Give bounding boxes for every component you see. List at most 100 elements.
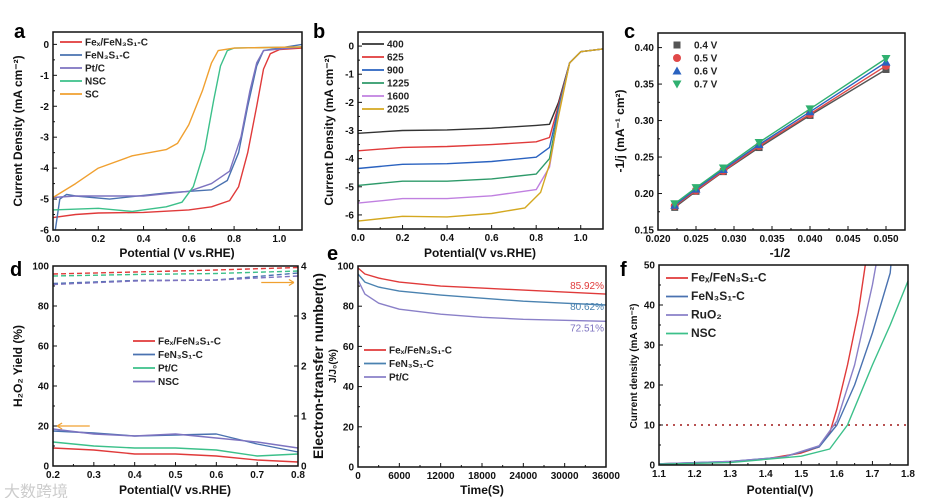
y-tick-label: 80 <box>38 302 50 313</box>
x-tick-label: 0.035 <box>759 234 784 245</box>
y-tick-label: -2 <box>345 98 354 109</box>
x-tick-label: 0.6 <box>182 234 196 245</box>
x-tick-label: 24000 <box>509 471 537 482</box>
y-tick-label: 100 <box>32 262 49 273</box>
y-tick-label: -1 <box>345 70 354 81</box>
y-axis-label: -1/j (mA⁻¹ cm²) <box>613 89 627 172</box>
y2-tick-label: 4 <box>301 262 307 273</box>
panel-f: 1.1 1.2 1.3 1.4 1.5 1.6 1.7 1.8 0 10 20 30 40 50 Poten… <box>620 259 915 497</box>
x-tick-label: 0.0 <box>351 233 365 244</box>
y-tick-label: 0.25 <box>635 153 655 164</box>
y-axis-label: Current density (mA cm⁻²) <box>629 304 640 429</box>
y2-tick-label: 3 <box>301 312 307 323</box>
legend: Feₓ/FeN₃S₁-C FeN₃S₁-C RuO₂ NSC <box>666 271 767 340</box>
x-axis-label: Potential(V vs.RHE) <box>424 246 536 260</box>
data-point-3-1 <box>691 184 701 193</box>
y2-axis-label: Electron-transfer number(n) <box>310 273 326 459</box>
legend-label: 0.6 V <box>694 67 718 78</box>
panel-letter: a <box>14 21 26 43</box>
legend-label: NSC <box>85 77 106 88</box>
y-tick-label: -6 <box>345 210 354 221</box>
x-tick-label: 1.8 <box>901 469 915 480</box>
legend-label: Feₓ/FeN₃S₁-C <box>85 38 148 49</box>
y-tick-label: 0 <box>649 461 655 472</box>
legend-label: 1225 <box>387 79 410 90</box>
legend: Feₓ/FeN₃S₁-C FeN₃S₁-C Pt/C <box>364 346 452 384</box>
x-tick-label: 1.0 <box>272 234 286 245</box>
y2-tick-label: 0 <box>301 462 307 473</box>
series-line-3 <box>674 57 887 205</box>
y-tick-label: 20 <box>644 381 656 392</box>
legend-label: Feₓ/FeN₃S₁-C <box>691 271 767 285</box>
panel-letter: d <box>10 259 22 281</box>
data-point-3-2 <box>718 164 728 173</box>
legend-label: 400 <box>387 40 404 51</box>
series-line-3 <box>52 428 299 449</box>
arrow-head-icon <box>288 278 295 287</box>
y-tick-label: 0.20 <box>635 189 655 200</box>
x-axis-label: Potential(V) <box>747 483 814 497</box>
x-tick-label: 0.2 <box>396 233 410 244</box>
x-tick-label: 12000 <box>427 471 455 482</box>
x-tick-label: 0.020 <box>645 234 670 245</box>
x-tick-label: 0.030 <box>721 234 746 245</box>
series-line-2 <box>357 279 607 322</box>
legend-label: 2025 <box>387 105 410 116</box>
series-line-6 <box>52 270 299 277</box>
y-axis-label: Current Density (mA cm⁻²) <box>322 54 336 205</box>
y-tick-label: -3 <box>345 126 354 137</box>
legend-label: FeN₃S₁-C <box>389 359 434 370</box>
data-point-3-4 <box>805 105 815 114</box>
x-tick-label: 0.8 <box>291 470 305 481</box>
x-tick-label: 1.5 <box>794 469 808 480</box>
legend-label: 1600 <box>387 92 410 103</box>
x-tick-label: 0.8 <box>227 234 241 245</box>
legend-label: FeN₃S₁-C <box>691 289 745 303</box>
x-tick-label: 0.025 <box>683 234 708 245</box>
y-tick-label: -3 <box>40 133 49 144</box>
y2-tick-label: 2 <box>301 362 307 373</box>
y-axis-label: H₂O₂ Yield (%) <box>11 325 25 407</box>
value-annotation: 72.51% <box>570 323 604 334</box>
x-tick-label: 0.040 <box>797 234 822 245</box>
y-tick-label: 30 <box>644 341 656 352</box>
x-tick-label: 0.4 <box>128 470 142 481</box>
legend-label: 900 <box>387 66 404 77</box>
plot-frame <box>657 32 906 231</box>
x-tick-label: 36000 <box>592 471 620 482</box>
x-tick-label: 0 <box>355 471 361 482</box>
x-tick-label: 0.050 <box>873 234 898 245</box>
x-axis-label: Potential (V vs.RHE) <box>119 246 234 260</box>
y-tick-label: 10 <box>644 421 656 432</box>
y-tick-label: -4 <box>40 164 49 175</box>
legend-label: 0.4 V <box>694 41 718 52</box>
y-tick-label: -2 <box>40 102 49 113</box>
series-line-0 <box>357 267 607 295</box>
y-tick-label: 0.30 <box>635 116 655 127</box>
legend-label: Feₓ/FeN₃S₁-C <box>389 346 452 357</box>
legend-label: SC <box>85 90 99 101</box>
legend-label: Pt/C <box>389 373 409 384</box>
y-tick-label: -5 <box>345 182 354 193</box>
y-tick-label: 50 <box>644 261 656 272</box>
y-tick-label: -1 <box>40 71 49 82</box>
arrow-head-icon <box>56 422 63 430</box>
panel-a: 0.0 0.2 0.4 0.6 0.8 1.0 0 -1 -2 -3 -4 -5 -6 Potential… <box>11 21 303 260</box>
legend-label: FeN₃S₁-C <box>158 350 203 361</box>
series-line-2 <box>658 264 877 465</box>
x-tick-label: 0.3 <box>87 470 101 481</box>
series-line-1 <box>54 43 303 231</box>
y-tick-label: 40 <box>644 301 656 312</box>
x-tick-label: 6000 <box>388 471 411 482</box>
series-line-0 <box>658 264 866 465</box>
y-axis-label: J/J₀(%) <box>328 349 339 383</box>
series-line-4 <box>52 46 303 199</box>
y-tick-label: -4 <box>345 154 354 165</box>
data-point-3-3 <box>754 138 764 147</box>
legend-marker <box>673 41 681 49</box>
x-tick-label: 0.2 <box>46 470 60 481</box>
y-tick-label: 40 <box>343 382 355 393</box>
series-line-2 <box>52 46 303 199</box>
panel-c: 0.020 0.025 0.030 0.035 0.040 0.045 0.050 0.15 0… <box>613 21 906 260</box>
